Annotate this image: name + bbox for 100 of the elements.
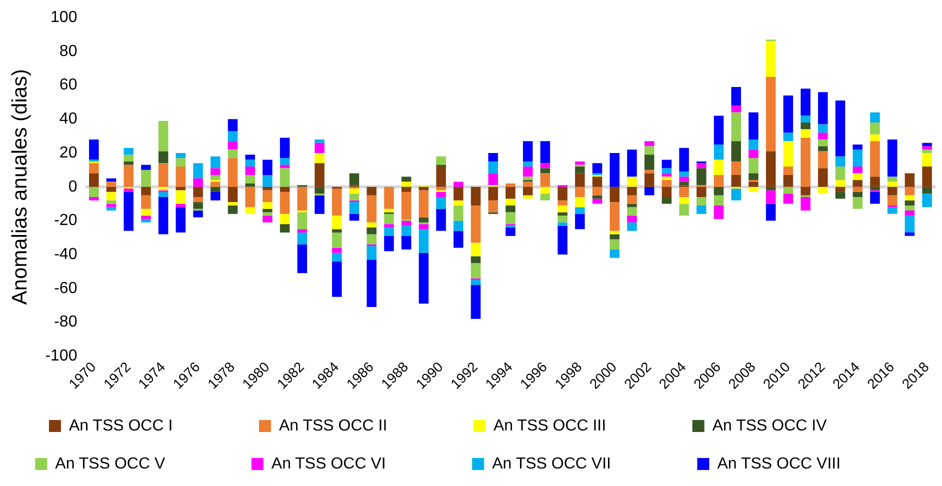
bar — [193, 202, 203, 209]
y-tick-label: 0 — [68, 178, 78, 196]
bar — [280, 138, 290, 158]
bar — [558, 200, 568, 206]
bar — [314, 163, 324, 187]
bar — [800, 129, 810, 138]
bar — [783, 141, 794, 167]
y-tick-label: -20 — [54, 212, 78, 230]
bar — [818, 124, 828, 133]
bar — [506, 198, 516, 206]
bar — [714, 195, 724, 206]
bar — [89, 173, 99, 187]
bar — [592, 186, 602, 196]
bar — [522, 176, 533, 180]
bar — [540, 163, 550, 168]
bar — [470, 285, 481, 319]
bar — [592, 198, 602, 204]
bar — [922, 194, 932, 208]
bar — [714, 186, 724, 196]
bar — [418, 190, 429, 218]
bar — [558, 226, 568, 255]
bar — [835, 100, 846, 156]
bar — [696, 205, 706, 214]
bar — [158, 192, 168, 198]
bar — [558, 212, 568, 216]
bar — [384, 224, 394, 228]
legend-label: An TSS OCC II — [278, 417, 452, 434]
bar — [228, 158, 238, 187]
bar — [436, 166, 446, 187]
bar — [141, 216, 151, 220]
bar — [210, 192, 220, 200]
bar — [366, 186, 377, 196]
bar — [627, 204, 637, 208]
bar — [922, 166, 932, 187]
bar — [176, 166, 186, 187]
bar — [332, 252, 342, 262]
bar — [575, 197, 585, 208]
bar — [714, 205, 724, 220]
bar — [592, 176, 602, 187]
bar — [176, 207, 186, 233]
bar — [124, 161, 134, 165]
bar — [679, 172, 689, 177]
bar — [818, 186, 828, 194]
bar — [436, 208, 446, 231]
bar — [366, 234, 377, 244]
bar — [384, 186, 394, 209]
bar — [106, 192, 116, 200]
bar — [610, 239, 620, 250]
bar — [783, 175, 794, 187]
bar — [627, 207, 637, 216]
bar — [366, 260, 377, 308]
bar — [141, 170, 151, 187]
bar — [210, 156, 220, 168]
bar — [558, 222, 568, 226]
bar — [887, 182, 898, 187]
y-tick-label: 100 — [50, 9, 78, 26]
bar — [714, 175, 724, 187]
bar — [610, 153, 620, 187]
bar — [887, 139, 898, 177]
bar — [418, 252, 429, 304]
bar — [522, 186, 533, 196]
bar — [193, 210, 203, 218]
bar — [228, 119, 238, 131]
bar — [262, 175, 272, 187]
bar — [506, 183, 516, 187]
bar — [922, 142, 932, 146]
bar — [870, 192, 880, 204]
bar — [262, 212, 272, 216]
bar — [887, 186, 898, 196]
bar — [262, 216, 272, 222]
bar — [245, 160, 255, 167]
bar — [783, 166, 794, 175]
bar — [158, 197, 168, 234]
bar — [904, 210, 915, 216]
bar — [679, 148, 689, 172]
bar — [835, 156, 846, 167]
bar — [852, 197, 863, 209]
bar — [176, 158, 186, 167]
bar — [314, 153, 324, 164]
bar — [384, 214, 394, 224]
bar — [245, 183, 255, 187]
bar — [314, 186, 324, 194]
bar — [610, 186, 620, 202]
bar — [506, 227, 516, 236]
bar — [852, 180, 863, 187]
bar — [106, 200, 116, 204]
bar — [124, 154, 134, 162]
bar — [922, 146, 932, 150]
bar — [731, 175, 742, 187]
bar — [418, 229, 429, 253]
bar — [696, 168, 706, 186]
bar — [783, 132, 794, 142]
bar — [644, 146, 654, 155]
bar — [106, 186, 116, 192]
bar — [904, 195, 915, 200]
bar — [141, 186, 151, 196]
bar — [662, 160, 672, 168]
bar — [662, 186, 672, 198]
bar — [852, 173, 863, 180]
bar — [662, 168, 672, 174]
